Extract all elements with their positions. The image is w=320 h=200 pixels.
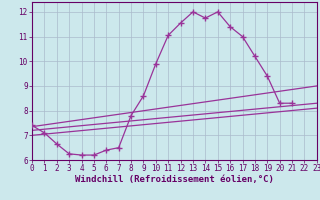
X-axis label: Windchill (Refroidissement éolien,°C): Windchill (Refroidissement éolien,°C) [75, 175, 274, 184]
